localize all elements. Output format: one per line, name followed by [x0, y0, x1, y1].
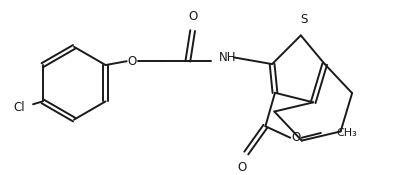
Text: Cl: Cl	[14, 101, 25, 114]
Text: CH₃: CH₃	[336, 128, 357, 138]
Text: O: O	[291, 131, 301, 144]
Text: O: O	[128, 55, 137, 68]
Text: NH: NH	[219, 51, 236, 64]
Text: S: S	[300, 13, 307, 26]
Text: O: O	[238, 161, 247, 174]
Text: O: O	[188, 10, 197, 23]
